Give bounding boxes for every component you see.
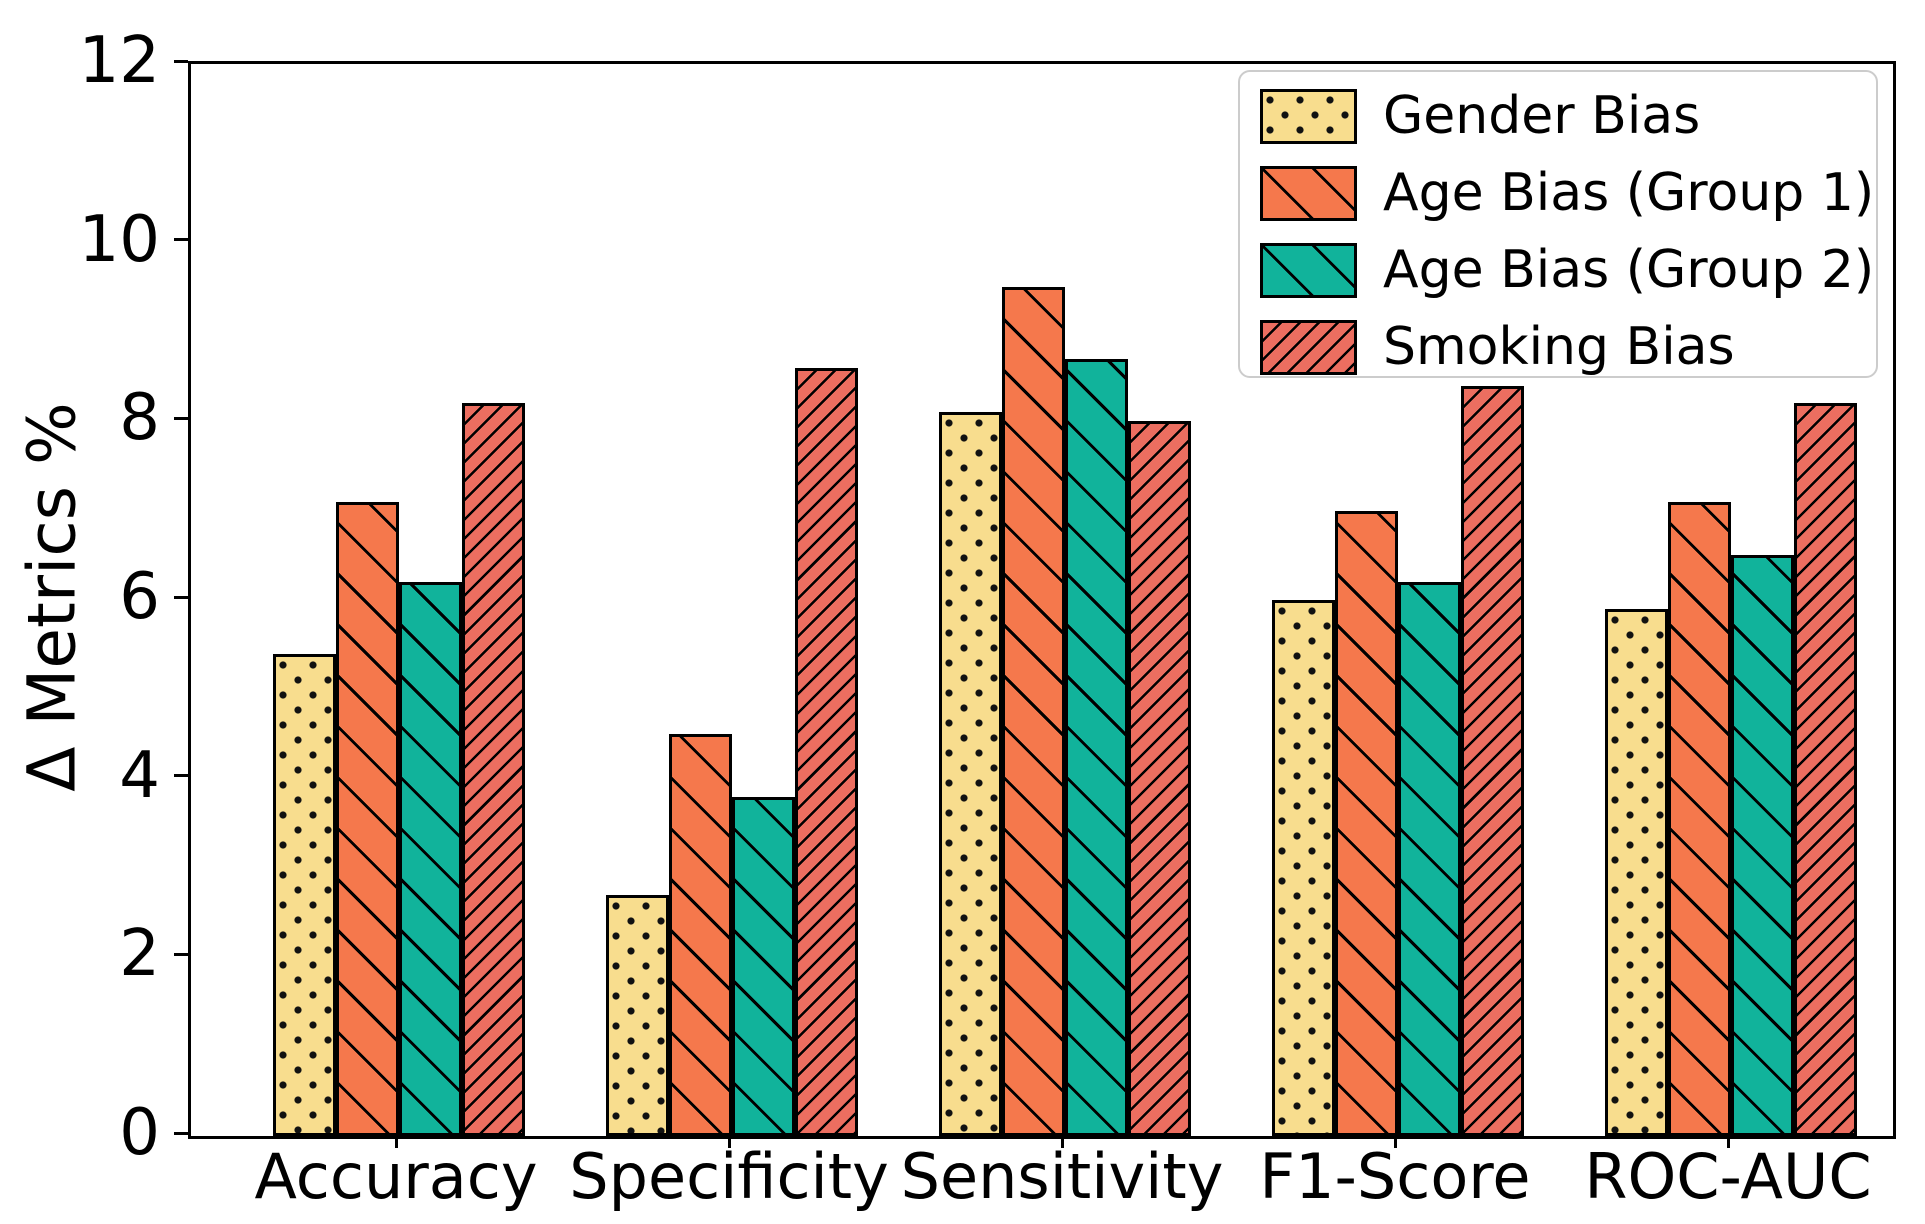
bar bbox=[462, 403, 525, 1136]
x-tick-mark bbox=[727, 1134, 731, 1148]
y-tick-label: 6 bbox=[119, 560, 160, 634]
bar bbox=[1128, 421, 1191, 1136]
x-tick-label: ROC-AUC bbox=[1584, 1140, 1872, 1213]
bar bbox=[1461, 386, 1524, 1136]
bar bbox=[273, 654, 336, 1136]
x-tick-label: Sensitivity bbox=[900, 1140, 1224, 1213]
legend-swatch bbox=[1260, 243, 1357, 298]
bar bbox=[795, 368, 858, 1136]
legend-item: Smoking Bias bbox=[1260, 320, 1876, 375]
y-tick-label: 4 bbox=[119, 738, 160, 813]
x-tick-mark bbox=[1726, 1134, 1730, 1148]
y-tick-mark bbox=[174, 416, 188, 420]
y-tick-mark bbox=[174, 59, 188, 63]
bar bbox=[1668, 502, 1731, 1136]
x-tick-label: Accuracy bbox=[254, 1140, 538, 1213]
y-tick-label: 0 bbox=[119, 1096, 160, 1170]
bar bbox=[1605, 609, 1668, 1136]
bar bbox=[606, 895, 669, 1136]
bar bbox=[1794, 403, 1857, 1136]
y-tick-label: 8 bbox=[119, 381, 160, 456]
bar bbox=[336, 502, 399, 1136]
y-tick-mark bbox=[174, 1131, 188, 1135]
bar bbox=[669, 734, 732, 1136]
bar bbox=[939, 412, 1002, 1136]
y-tick-label: 2 bbox=[119, 917, 160, 992]
y-tick-label: 10 bbox=[78, 202, 160, 277]
bar bbox=[399, 582, 462, 1136]
x-tick-label: Specificity bbox=[569, 1140, 889, 1213]
bar bbox=[732, 797, 795, 1136]
legend-swatch bbox=[1260, 166, 1357, 221]
x-tick-mark bbox=[1393, 1134, 1397, 1148]
legend-item: Age Bias (Group 2) bbox=[1260, 243, 1876, 298]
legend-label: Smoking Bias bbox=[1383, 317, 1735, 377]
bar bbox=[1272, 600, 1335, 1136]
y-tick-mark bbox=[174, 238, 188, 242]
legend-label: Age Bias (Group 1) bbox=[1383, 163, 1875, 223]
y-tick-mark bbox=[174, 595, 188, 599]
legend-label: Age Bias (Group 2) bbox=[1383, 240, 1875, 300]
y-tick-mark bbox=[174, 774, 188, 778]
y-tick-mark bbox=[174, 952, 188, 956]
bar bbox=[1731, 555, 1794, 1136]
x-tick-mark bbox=[1060, 1134, 1064, 1148]
y-tick-label: 12 bbox=[78, 24, 160, 98]
bar bbox=[1398, 582, 1461, 1136]
legend-swatch bbox=[1260, 320, 1357, 375]
legend-item: Age Bias (Group 1) bbox=[1260, 166, 1876, 221]
legend-swatch bbox=[1260, 89, 1357, 144]
legend: Gender Bias Age Bias (Group 1) Age Bias (G… bbox=[1238, 70, 1878, 378]
x-tick-label: F1-Score bbox=[1259, 1140, 1531, 1213]
x-tick-mark bbox=[394, 1134, 398, 1148]
bar bbox=[1002, 287, 1065, 1136]
legend-item: Gender Bias bbox=[1260, 89, 1876, 144]
bar bbox=[1065, 359, 1128, 1136]
bar bbox=[1335, 511, 1398, 1136]
legend-label: Gender Bias bbox=[1383, 86, 1701, 146]
